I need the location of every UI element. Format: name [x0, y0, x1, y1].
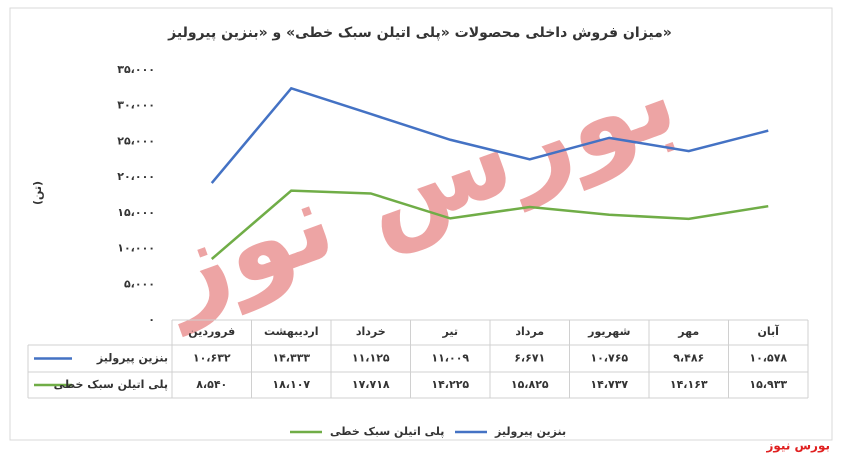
- table-value: ۱۱،۱۲۵: [352, 352, 390, 365]
- table-value: ۱۰،۵۷۸: [749, 352, 787, 365]
- table-value: ۱۴،۲۲۵: [431, 378, 469, 391]
- y-tick-label: ۳۰،۰۰۰: [117, 99, 155, 112]
- table-value: ۱۴،۱۶۳: [670, 378, 708, 391]
- x-tick-label: تیر: [442, 325, 458, 338]
- table-value: ۶،۶۷۱: [514, 352, 545, 365]
- x-tick-label: مرداد: [515, 325, 544, 338]
- x-tick-label: خرداد: [356, 325, 386, 338]
- legend-label: بنزین پیرولیز: [494, 425, 566, 438]
- y-tick-label: ۱۵،۰۰۰: [117, 206, 155, 219]
- chart-border: [9, 7, 833, 441]
- y-tick-label: ۰: [148, 313, 155, 326]
- x-tick-label: مهر: [677, 325, 699, 338]
- x-tick-label: فروردین: [188, 325, 235, 338]
- table-value: ۱۵،۸۲۵: [511, 378, 549, 391]
- chart-title: میزان فروش داخلی محصولات «پلی اتیلن سبک …: [167, 25, 672, 41]
- legend-label: پلی اتیلن سبک خطی: [330, 425, 444, 438]
- x-tick-label: آبان: [758, 324, 780, 338]
- table-value: ۸،۵۴۰: [196, 378, 227, 391]
- table-value: ۱۷،۷۱۸: [352, 378, 390, 391]
- table-value: ۱۴،۷۳۷: [590, 378, 628, 391]
- series-line: [210, 86, 769, 184]
- table-value: ۱۱،۰۰۹: [431, 352, 469, 365]
- x-tick-label: اردیبهشت: [264, 325, 318, 338]
- y-tick-label: ۵،۰۰۰: [124, 277, 155, 290]
- y-tick-label: ۳۵،۰۰۰: [117, 63, 155, 76]
- x-tick-label: شهریور: [587, 325, 630, 338]
- y-tick-label: ۱۰،۰۰۰: [117, 242, 155, 255]
- table-row-label: پلی اتیلن سبک خطی: [54, 378, 168, 391]
- table-value: ۱۰،۶۳۲: [193, 352, 231, 365]
- series-line: [210, 189, 769, 260]
- y-axis-label: (تن): [31, 181, 44, 205]
- table-value: ۱۸،۱۰۷: [272, 378, 310, 391]
- table-value: ۹،۴۸۶: [673, 352, 704, 365]
- y-tick-label: ۲۵،۰۰۰: [117, 134, 155, 147]
- table-value: ۱۵،۹۳۳: [749, 378, 787, 391]
- table-row-label: بنزین پیرولیز: [96, 352, 168, 365]
- table-value: ۱۰،۷۶۵: [590, 352, 628, 365]
- source: بورس نیوز: [765, 439, 830, 454]
- y-tick-label: ۲۰،۰۰۰: [117, 170, 155, 183]
- table-value: ۱۴،۳۳۳: [272, 352, 310, 365]
